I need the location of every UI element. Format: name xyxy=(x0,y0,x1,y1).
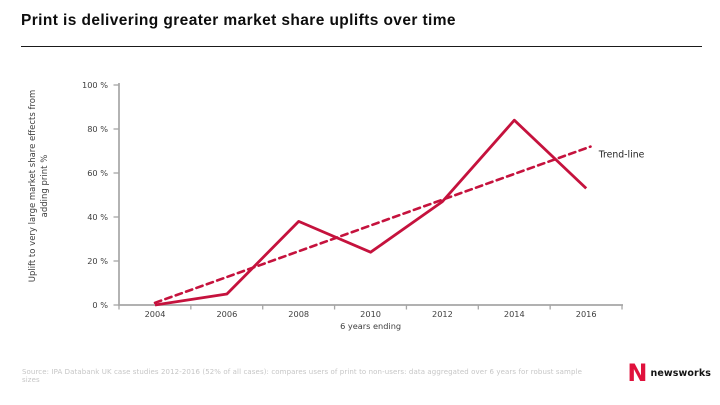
newsworks-logo-text: newsworks xyxy=(650,367,711,379)
y-tick-label: 60 % xyxy=(87,168,108,178)
data-series-line xyxy=(154,118,588,307)
page-title: Print is delivering greater market share… xyxy=(21,12,456,29)
newsworks-n-icon: N xyxy=(627,359,648,387)
x-tick-label: 2004 xyxy=(145,309,166,319)
x-tick-label: 2008 xyxy=(288,309,309,319)
y-tick-label: 100 % xyxy=(82,80,108,90)
x-tick-label: 2006 xyxy=(216,309,237,319)
newsworks-logo: N newsworks xyxy=(627,359,711,387)
title-divider xyxy=(21,46,702,47)
trend-line xyxy=(153,145,592,305)
x-tick-label: 2010 xyxy=(360,309,381,319)
x-tick-label: 2012 xyxy=(432,309,453,319)
trend-line-label: Trend-line xyxy=(598,150,645,161)
source-note: Source: IPA Databank UK case studies 201… xyxy=(22,368,582,384)
axis-lines xyxy=(118,83,623,306)
y-tick-label: 40 % xyxy=(87,212,108,222)
y-axis-title-line1: Uplift to very large market share effect… xyxy=(28,89,38,283)
uplift-line-chart: 0 % 20 % 40 % 60 % 80 % 100 % 2004 2006 2008 2010… xyxy=(82,80,645,331)
y-tick-label: 80 % xyxy=(87,124,108,134)
y-tick-label: 20 % xyxy=(87,256,108,266)
y-tick-label: 0 % xyxy=(92,300,108,310)
y-axis-title-line2: adding print % xyxy=(39,154,50,218)
x-tick-label: 2016 xyxy=(576,309,597,319)
x-tick-label: 2014 xyxy=(504,309,525,319)
x-axis-title: 6 years ending xyxy=(340,321,401,331)
y-axis-title: Uplift to very large market share effect… xyxy=(28,67,52,305)
chart-area: 0 % 20 % 40 % 60 % 80 % 100 % 2004 2006 2008 2010… xyxy=(0,52,720,352)
